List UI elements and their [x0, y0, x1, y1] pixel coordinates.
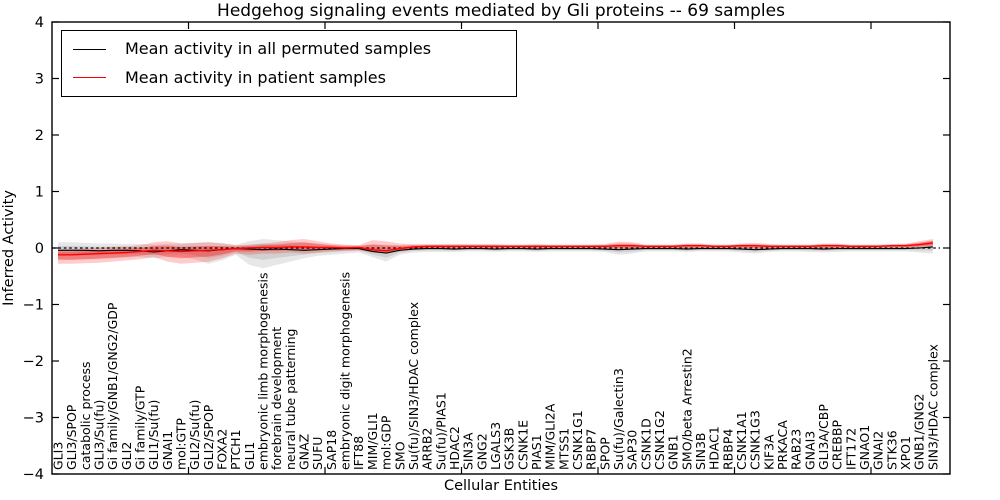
x-category-label: XPO1: [898, 436, 913, 470]
x-category-label: CSNK1A1: [734, 411, 749, 470]
x-category-label: GLI3: [51, 442, 66, 470]
x-category-label: PRKACA: [775, 420, 790, 470]
legend-entry-patient: Mean activity in patient samples: [73, 67, 516, 87]
x-category-label: CREBBP: [830, 420, 845, 470]
x-category-label: MIM/GLI1: [365, 412, 380, 470]
y-tick-label: −3: [23, 411, 44, 427]
x-category-label: GLI1/Su(fu): [146, 400, 161, 470]
x-category-label: SAP18: [324, 430, 339, 470]
x-category-label: GLI2: [119, 442, 134, 470]
x-category-label: IFT172: [843, 428, 858, 470]
x-category-label: GNAI3: [802, 431, 817, 470]
x-category-label: CSNK1E: [515, 420, 530, 470]
x-category-label: SIN3A: [461, 432, 476, 470]
x-category-label: neural tube patterning: [283, 329, 298, 470]
x-category-label: CSNK1D: [638, 418, 653, 470]
x-category-label: SIN3/HDAC complex: [925, 344, 940, 470]
x-category-label: embryonic digit morphogenesis: [338, 272, 353, 470]
x-category-label: SMO: [392, 441, 407, 470]
y-tick-label: 1: [35, 185, 44, 201]
x-category-label: LGALS3: [488, 422, 503, 470]
x-category-label: CSNK1G3: [748, 410, 763, 470]
legend-label-patient: Mean activity in patient samples: [125, 67, 386, 87]
y-tick-label: 4: [35, 15, 44, 31]
x-category-label: mol:GTP: [174, 418, 189, 470]
patient-band-outer: [58, 239, 933, 264]
legend-label-permuted: Mean activity in all permuted samples: [125, 39, 432, 59]
patient-band-inner: [58, 240, 933, 260]
x-category-label: catabolic process: [78, 361, 93, 470]
x-category-label: Su(fu)/SIN3/HDAC complex: [406, 302, 421, 470]
x-category-label: Gi family/GNB1/GNG2/GDP: [105, 302, 120, 470]
y-tick-label: −4: [23, 467, 44, 483]
x-category-label: GNAO1: [857, 425, 872, 470]
y-tick-label: 2: [35, 128, 44, 144]
x-category-label: GNAI1: [160, 431, 175, 470]
legend-entry-permuted: Mean activity in all permuted samples: [73, 41, 516, 57]
x-category-label: HDAC2: [447, 426, 462, 470]
x-category-label: GLI3A/CBP: [816, 404, 831, 470]
legend-line-sample-patient: [73, 77, 106, 79]
x-category-label: forebrain development: [269, 327, 284, 470]
x-category-label: STK36: [884, 430, 899, 470]
x-category-label: MTSS1: [556, 428, 571, 470]
legend: Mean activity in all permuted samples Me…: [61, 30, 517, 97]
x-category-label: mol:GDP: [379, 415, 394, 470]
x-category-label: FOXA2: [215, 429, 230, 470]
x-category-label: GLI3/Su(fu): [92, 400, 107, 470]
x-category-label: GLI1: [242, 442, 257, 470]
y-tick-label: −2: [23, 354, 44, 370]
x-category-label: HDAC1: [707, 426, 722, 470]
x-category-label: KIF3A: [761, 434, 776, 470]
x-category-label: GLI3/SPOP: [64, 404, 79, 470]
x-category-label: GLI2/SPOP: [201, 404, 216, 470]
x-category-label: RAB23: [789, 429, 804, 470]
x-category-label: IFT88: [351, 436, 366, 470]
chart-title: Hedgehog signaling events mediated by Gl…: [217, 1, 785, 21]
x-category-label: GNAZ: [297, 434, 312, 470]
x-category-label: SUFU: [310, 437, 325, 470]
x-category-label: CSNK1G2: [652, 410, 667, 470]
y-tick-label: −1: [23, 298, 44, 314]
x-category-label: SIN3B: [693, 433, 708, 471]
x-category-label: GLI2/Su(fu): [187, 400, 202, 470]
x-category-label: CSNK1G1: [570, 410, 585, 470]
x-category-label: Su(fu)/PIAS1: [433, 392, 448, 470]
x-category-label: PTCH1: [228, 429, 243, 470]
x-category-label: ARRB2: [420, 428, 435, 470]
x-category-label: PIAS1: [529, 434, 544, 470]
x-axis-title: Cellular Entities: [443, 478, 559, 494]
y-tick-label: 3: [35, 72, 44, 88]
x-category-label: SMO/beta Arrestin2: [679, 348, 694, 470]
x-category-label: GSK3B: [502, 428, 517, 470]
x-category-label: GNB1: [666, 434, 681, 470]
x-category-label: GNG2: [474, 433, 489, 470]
x-category-label: SPOP: [597, 437, 612, 470]
x-category-label: Su(fu)/Galectin3: [611, 368, 626, 470]
y-tick-label: 0: [35, 241, 44, 257]
x-category-label: RBBP7: [584, 429, 599, 470]
legend-line-sample-permuted: [73, 48, 106, 50]
x-category-label: RBBP4: [720, 429, 735, 470]
x-category-label: SAP30: [625, 430, 640, 470]
x-category-label: Gi family/GTP: [133, 385, 148, 470]
x-category-label: MIM/GLI2A: [543, 403, 558, 470]
x-category-label: GNAI2: [871, 431, 886, 470]
x-category-label: GNB1/GNG2: [912, 394, 927, 470]
patient-mean-line: [58, 242, 933, 256]
x-category-label: embryonic limb morphogenesis: [256, 273, 271, 470]
